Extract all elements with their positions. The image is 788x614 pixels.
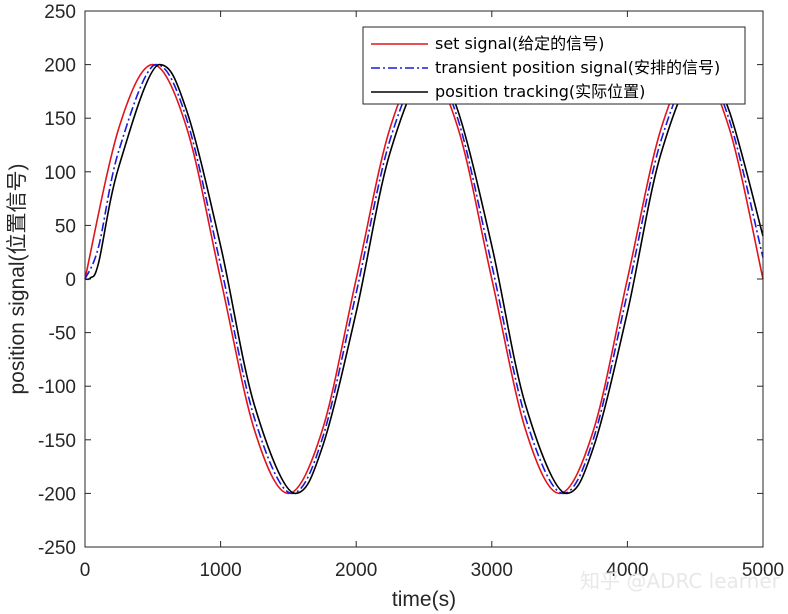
- y-axis-label: position signal(位置信号): [6, 163, 29, 394]
- y-tick-label-50: 50: [55, 216, 76, 237]
- y-tick-label-100: 100: [44, 163, 76, 184]
- x-tick-label-4000: 4000: [606, 560, 648, 581]
- y-tick-label--50: -50: [49, 324, 76, 345]
- y-tick-label-250: 250: [44, 2, 76, 23]
- y-tick-label-0: 0: [65, 270, 76, 291]
- legend-box: [362, 26, 746, 105]
- series-line-position-tracking: [84, 63, 764, 495]
- y-tick-label--200: -200: [38, 484, 76, 505]
- series-line-transient-position-signal: [84, 63, 764, 495]
- x-tick-label-2000: 2000: [335, 560, 377, 581]
- legend-label-position-tracking: position tracking(实际位置): [435, 82, 645, 101]
- x-tick-label-1000: 1000: [199, 560, 241, 581]
- x-tick-label-3000: 3000: [471, 560, 513, 581]
- legend-label-set-signal: set signal(给定的信号): [435, 34, 604, 53]
- legend-label-transient-signal: transient position signal(安排的信号): [435, 58, 720, 77]
- y-tick-label--150: -150: [38, 431, 76, 452]
- series-line-set-signal: [84, 63, 764, 495]
- x-axis-label: time(s): [392, 588, 456, 611]
- y-tick-label-200: 200: [44, 56, 76, 77]
- x-tick-label-0: 0: [80, 560, 91, 581]
- y-tick-label--250: -250: [38, 538, 76, 559]
- y-tick-label-150: 150: [44, 109, 76, 130]
- x-tick-label-5000: 5000: [742, 560, 784, 581]
- watermark: 知乎 @ADRC learner: [580, 569, 781, 593]
- legend: set signal(给定的信号) transient position sig…: [362, 26, 746, 105]
- y-tick-label--100: -100: [38, 377, 76, 398]
